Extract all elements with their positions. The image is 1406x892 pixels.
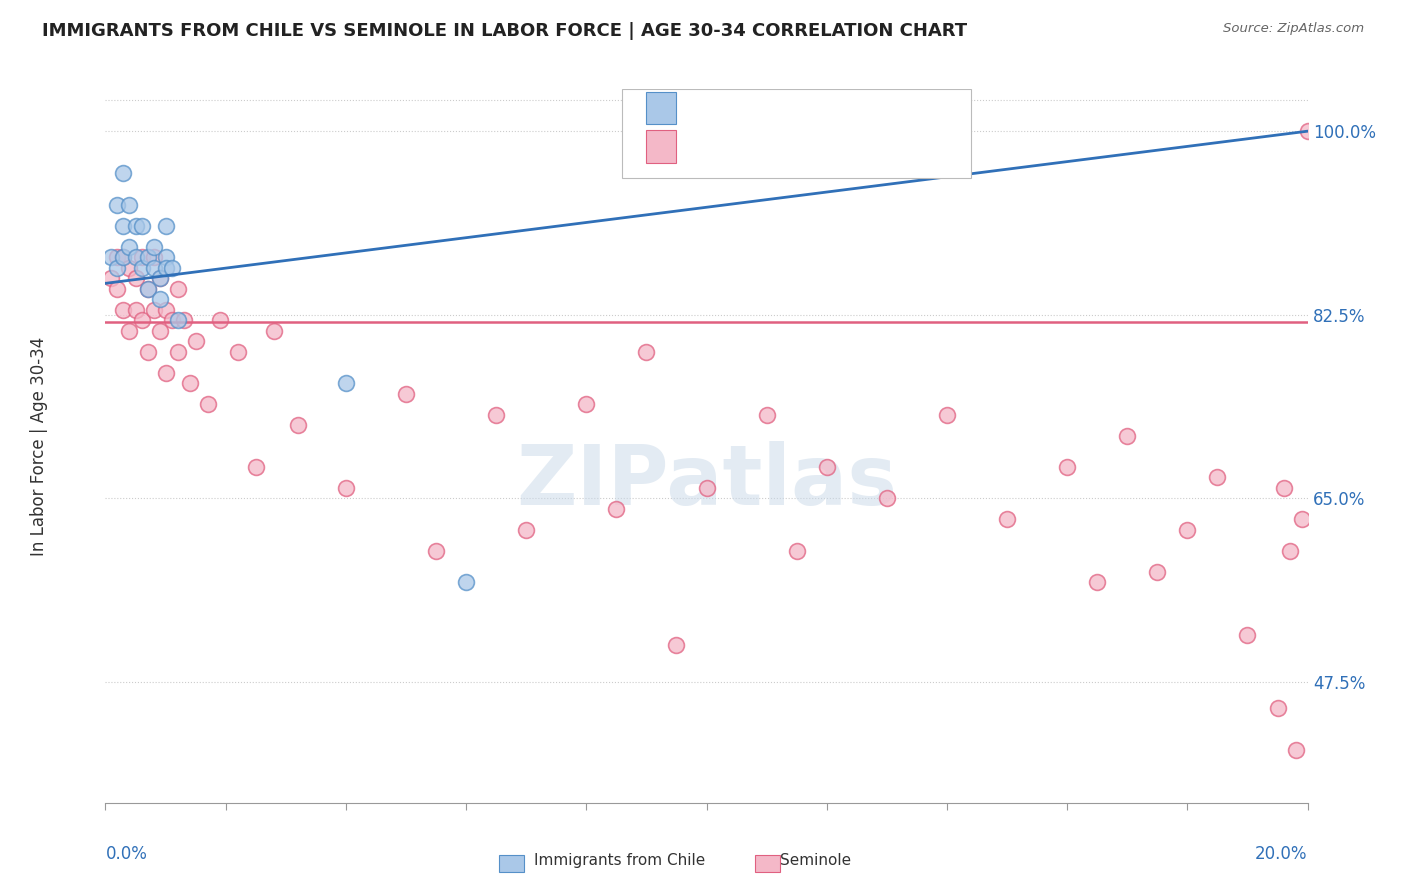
Point [1206,470,1229,484]
Point [665,639,688,653]
Point [335,376,357,390]
Point [226,344,249,359]
Text: R =   0.198   N = 25: R = 0.198 N = 25 [695,99,862,117]
Point [100,250,122,264]
Point [1296,124,1319,138]
FancyBboxPatch shape [623,89,972,178]
Point [131,250,153,264]
Point [136,282,159,296]
Point [184,334,207,348]
Point [155,302,177,317]
Text: Immigrants from Chile: Immigrants from Chile [534,854,706,868]
Point [335,481,357,495]
Point [696,481,718,495]
Point [142,260,165,275]
Point [148,271,170,285]
Point [118,324,141,338]
Point [160,313,183,327]
Point [1056,460,1078,475]
FancyBboxPatch shape [647,92,676,124]
Point [107,282,129,296]
Point [166,313,188,327]
Point [118,239,141,253]
Point [131,313,153,327]
Point [425,544,447,558]
Point [755,408,778,422]
Point [395,386,418,401]
Point [155,260,177,275]
Point [118,260,141,275]
Point [1146,565,1168,579]
Point [173,313,195,327]
Point [112,250,135,264]
Point [197,397,219,411]
Point [112,250,135,264]
Point [1291,512,1313,526]
Text: Seminole: Seminole [780,854,852,868]
Point [485,408,508,422]
Point [131,219,153,233]
Point [936,408,959,422]
Point [1175,523,1198,537]
Point [179,376,201,390]
Point [124,250,146,264]
Point [142,250,165,264]
Point [166,282,188,296]
Point [1116,428,1139,442]
Point [1278,544,1301,558]
Point [131,260,153,275]
Text: ZIPatlas: ZIPatlas [516,442,897,522]
Point [208,313,231,327]
Point [124,271,146,285]
Point [107,250,129,264]
Point [815,460,838,475]
Point [112,219,135,233]
Point [155,250,177,264]
Text: 20.0%: 20.0% [1256,845,1308,863]
Point [1272,481,1295,495]
Point [142,239,165,253]
Point [160,260,183,275]
Point [148,292,170,306]
Point [118,197,141,211]
Point [786,544,808,558]
Point [605,502,627,516]
Point [575,397,598,411]
Point [112,302,135,317]
Point [1085,575,1108,590]
Point [136,344,159,359]
FancyBboxPatch shape [647,130,676,162]
Point [112,166,135,180]
Point [107,260,129,275]
Text: 0.0%: 0.0% [105,845,148,863]
Point [1236,628,1258,642]
Point [287,417,309,432]
Text: Source: ZipAtlas.com: Source: ZipAtlas.com [1223,22,1364,36]
Point [155,219,177,233]
Point [1267,701,1289,715]
Point [245,460,267,475]
Point [124,302,146,317]
Point [1284,743,1306,757]
Point [636,344,658,359]
Text: R = -0.008   N = 60: R = -0.008 N = 60 [695,137,858,155]
Point [136,250,159,264]
Text: In Labor Force | Age 30-34: In Labor Force | Age 30-34 [31,336,48,556]
Point [100,271,122,285]
Point [148,271,170,285]
Text: IMMIGRANTS FROM CHILE VS SEMINOLE IN LABOR FORCE | AGE 30-34 CORRELATION CHART: IMMIGRANTS FROM CHILE VS SEMINOLE IN LAB… [42,22,967,40]
Point [124,219,146,233]
Point [166,344,188,359]
Point [142,302,165,317]
Point [148,324,170,338]
Point [107,197,129,211]
Point [155,366,177,380]
Point [454,575,477,590]
Point [263,324,285,338]
Point [136,282,159,296]
Point [995,512,1018,526]
Point [515,523,537,537]
Point [876,491,898,506]
